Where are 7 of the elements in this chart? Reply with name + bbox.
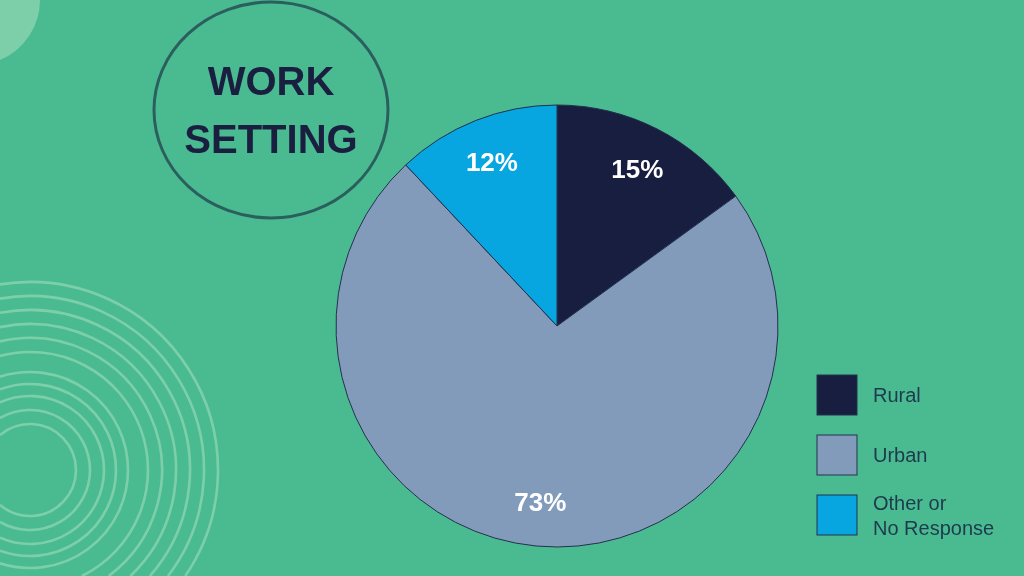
data-label: 12%	[465, 146, 518, 177]
legend-label: Rural	[873, 384, 921, 406]
data-label: 15%	[611, 153, 664, 184]
legend-label: Urban	[873, 444, 928, 466]
data-label: 73%	[514, 487, 567, 518]
chart-title: WORK SETTING	[184, 59, 358, 161]
legend-label: Other or No Response	[873, 491, 995, 539]
